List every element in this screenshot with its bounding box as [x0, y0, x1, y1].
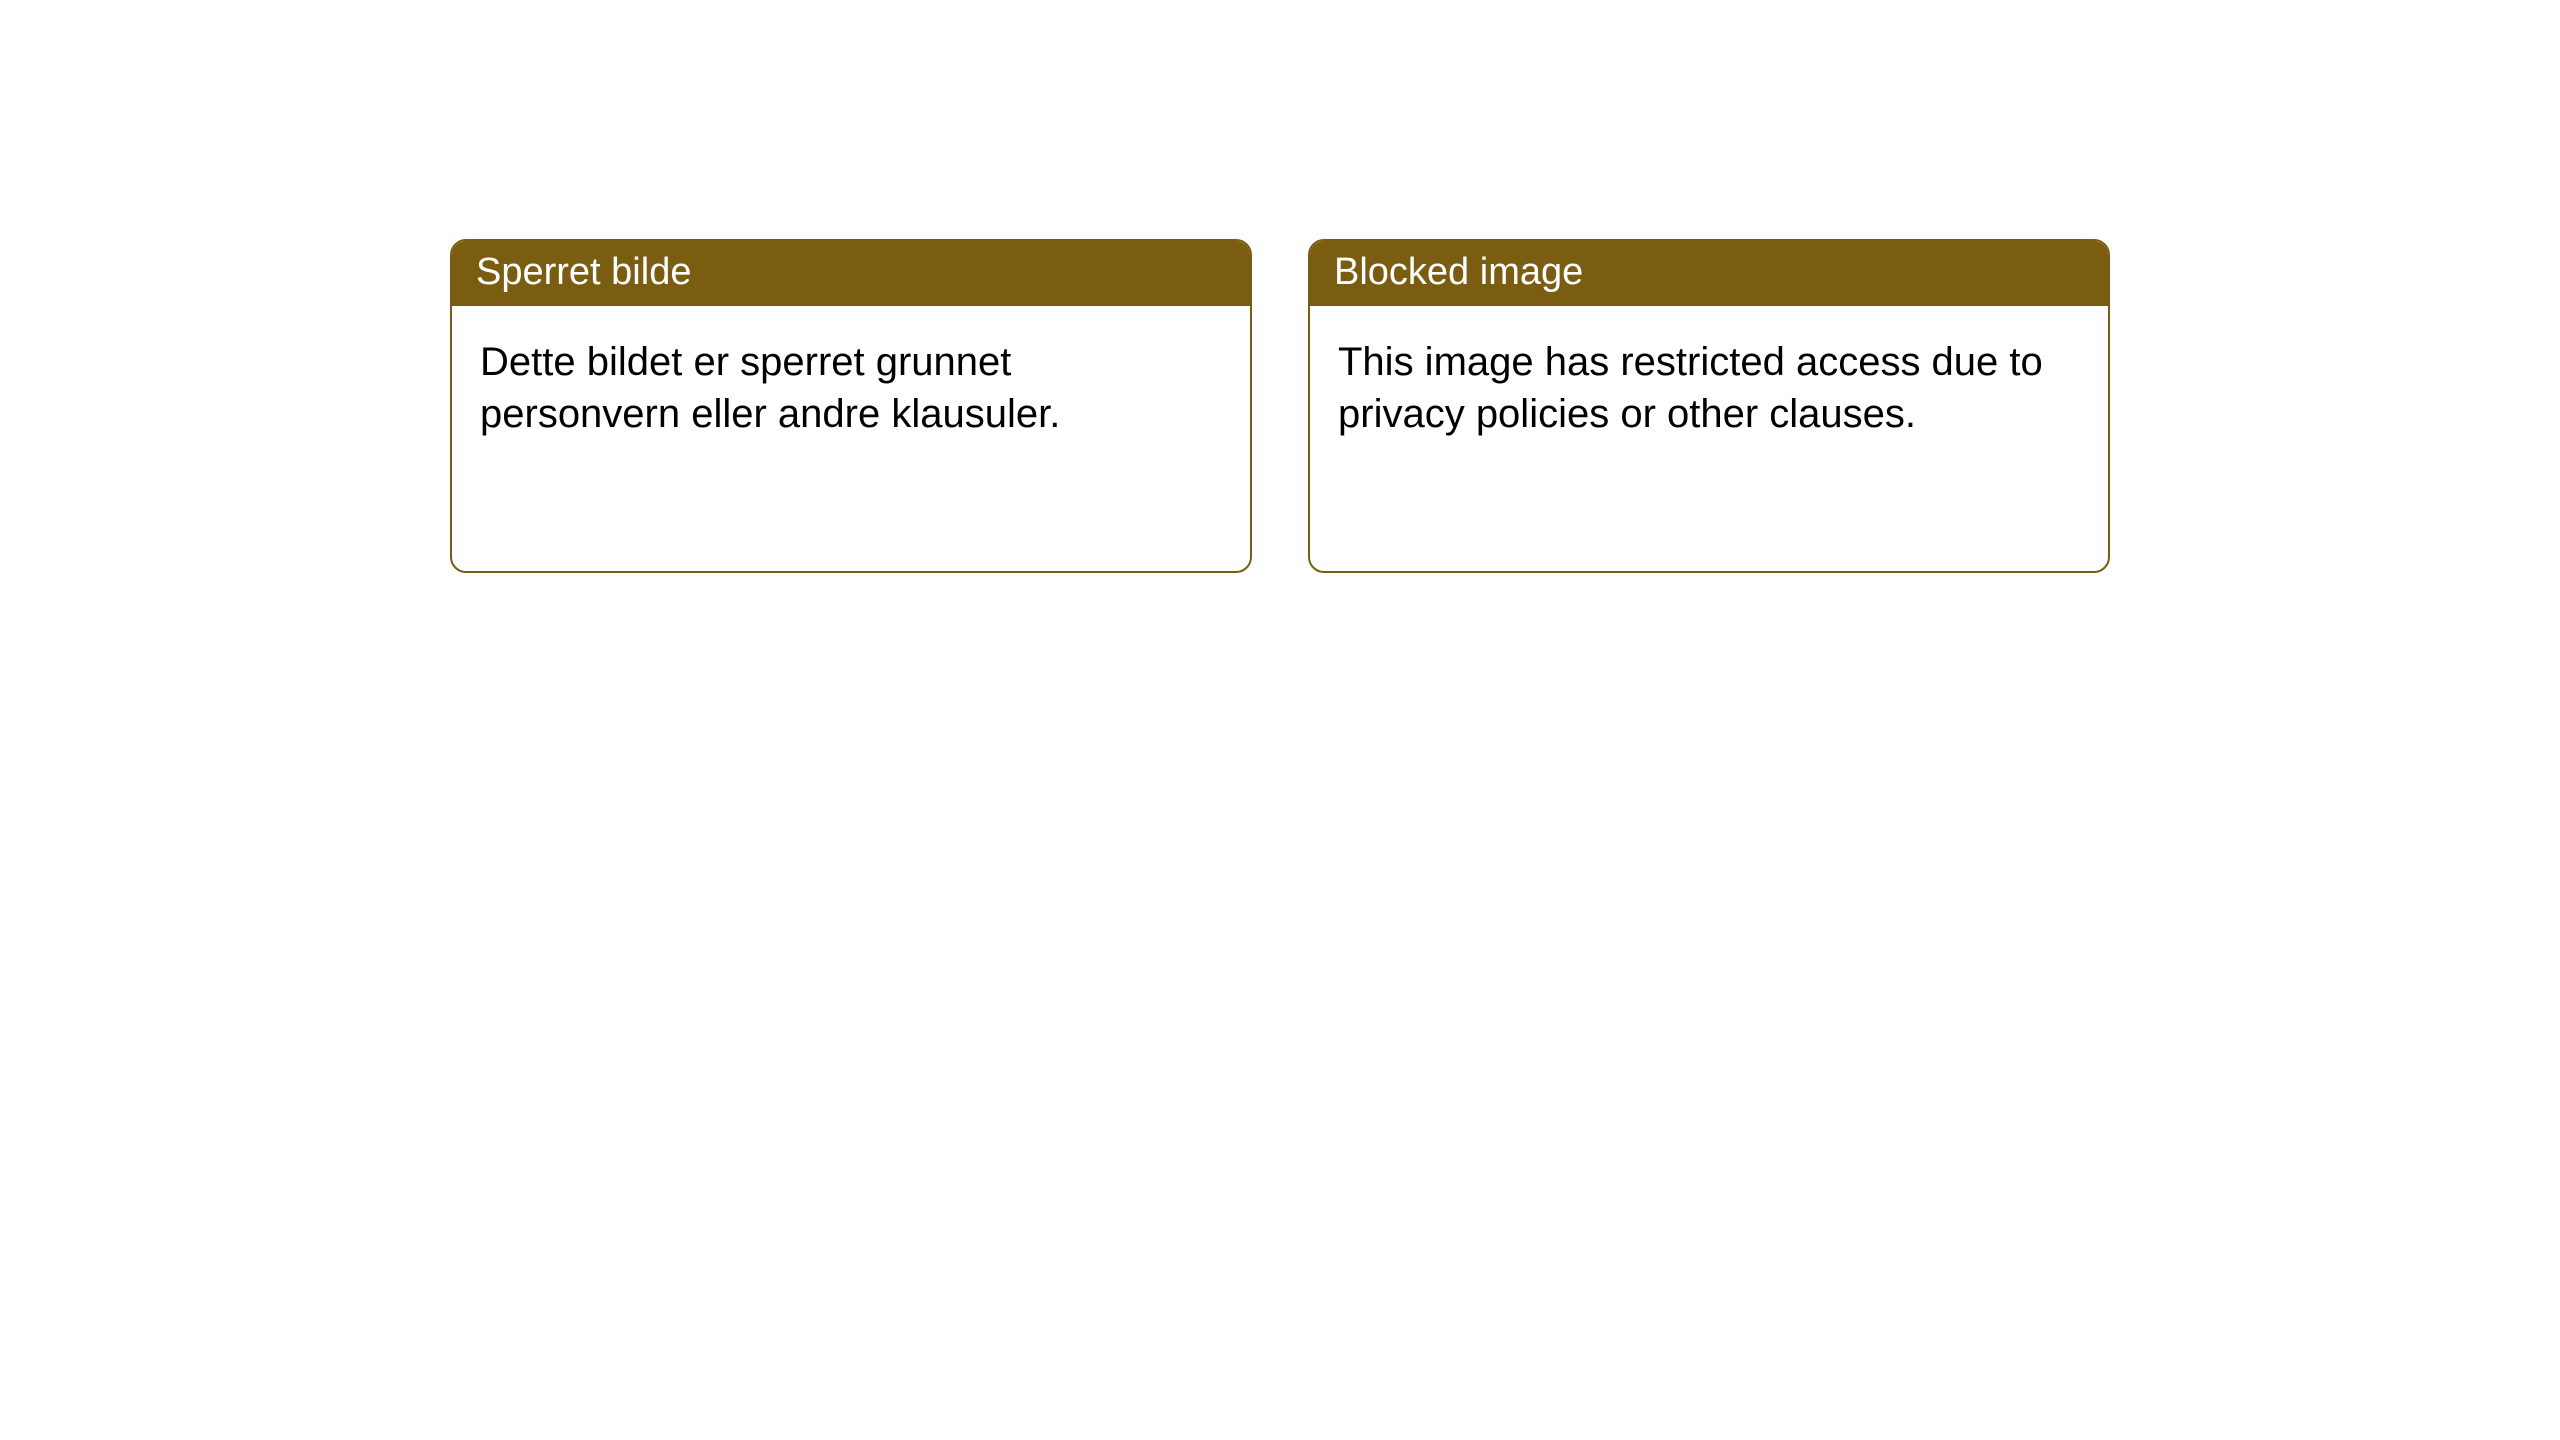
notice-card-norwegian: Sperret bilde Dette bildet er sperret gr… — [450, 239, 1252, 573]
notice-title-english: Blocked image — [1310, 241, 2108, 306]
notice-body-norwegian: Dette bildet er sperret grunnet personve… — [452, 306, 1250, 470]
notice-card-english: Blocked image This image has restricted … — [1308, 239, 2110, 573]
notice-container: Sperret bilde Dette bildet er sperret gr… — [0, 0, 2560, 573]
notice-body-english: This image has restricted access due to … — [1310, 306, 2108, 470]
notice-title-norwegian: Sperret bilde — [452, 241, 1250, 306]
